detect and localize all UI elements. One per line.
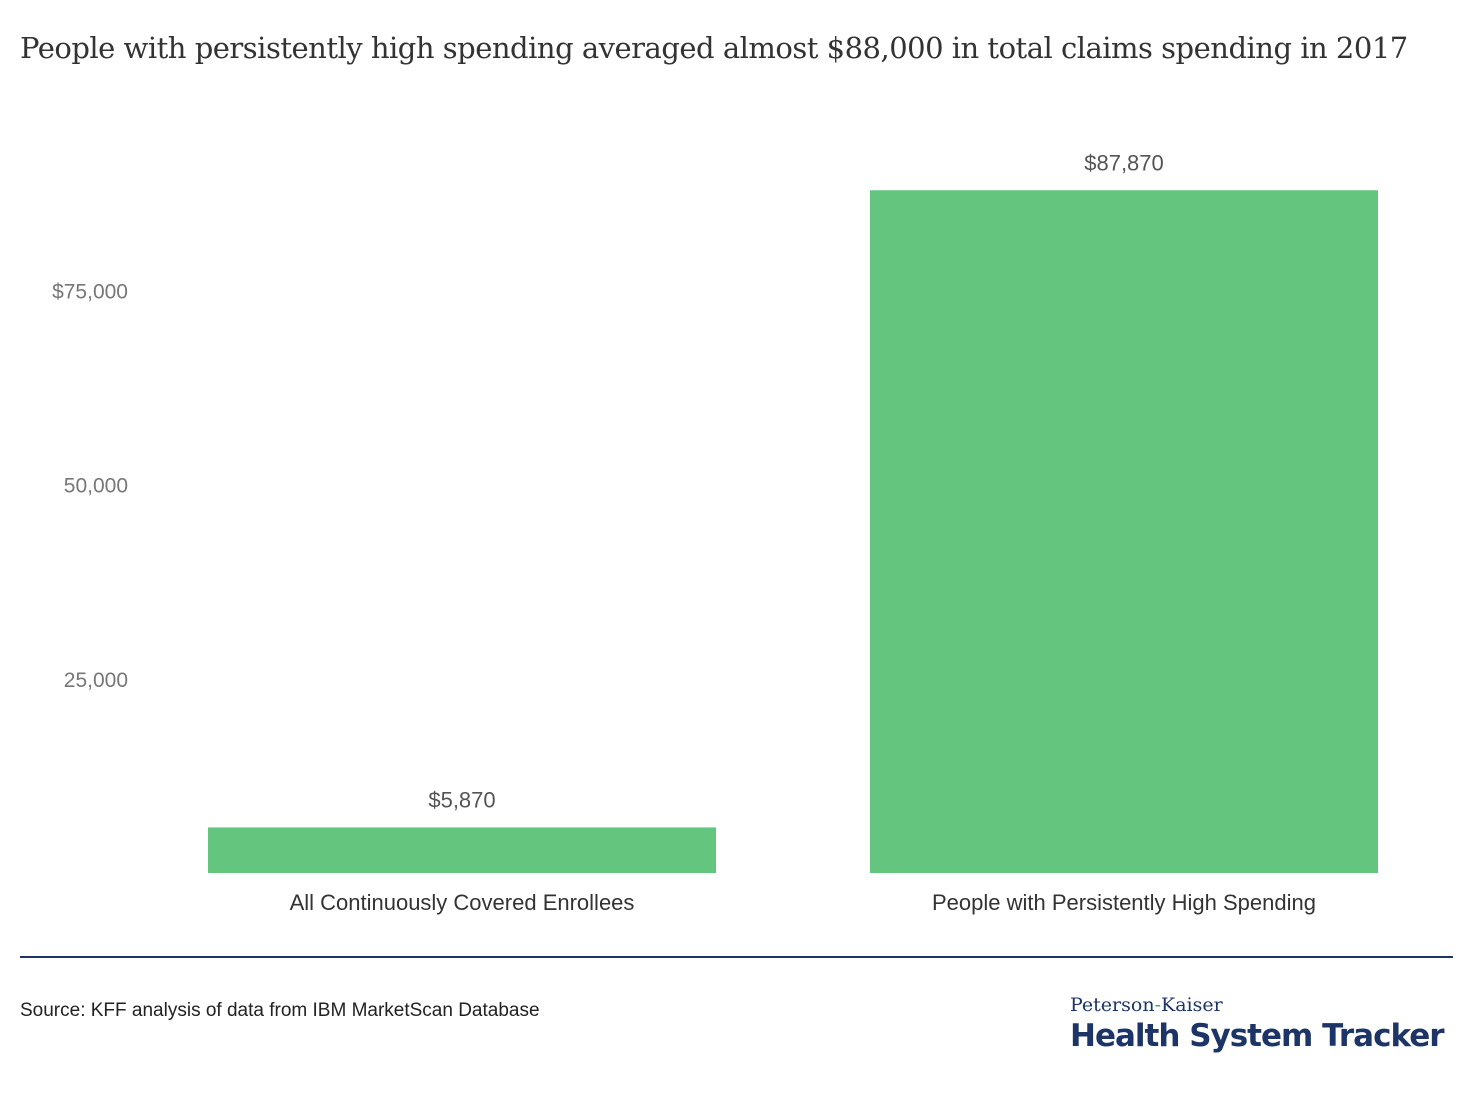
x-category-label: All Continuously Covered Enrollees	[290, 890, 635, 915]
logo-text: Kaiser	[1161, 994, 1223, 1016]
bar-chart: 25,000 50,000 $75,000 $5,870 All Continuousl…	[52, 150, 1378, 915]
source-note: Source: KFF analysis of data from IBM Ma…	[20, 1000, 540, 1021]
logo-top: Peterson-Kaiser	[1070, 994, 1444, 1016]
y-tick-label: 50,000	[64, 475, 128, 498]
x-category-label: People with Persistently High Spending	[932, 890, 1316, 915]
logo-bottom: Health System Tracker	[1070, 1018, 1445, 1054]
divider	[20, 956, 1453, 958]
data-label: $5,870	[428, 787, 495, 812]
y-tick-label: 25,000	[64, 669, 128, 692]
y-tick-label: $75,000	[52, 280, 128, 303]
logo: Peterson-Kaiser Health System Tracker	[1070, 994, 1445, 1054]
logo-text: Peterson	[1070, 994, 1155, 1016]
bar	[870, 190, 1378, 873]
data-label: $87,870	[1084, 150, 1164, 175]
bar	[208, 827, 716, 873]
chart-title: People with persistently high spending a…	[20, 31, 1408, 65]
logo-hyphen: -	[1154, 994, 1161, 1016]
